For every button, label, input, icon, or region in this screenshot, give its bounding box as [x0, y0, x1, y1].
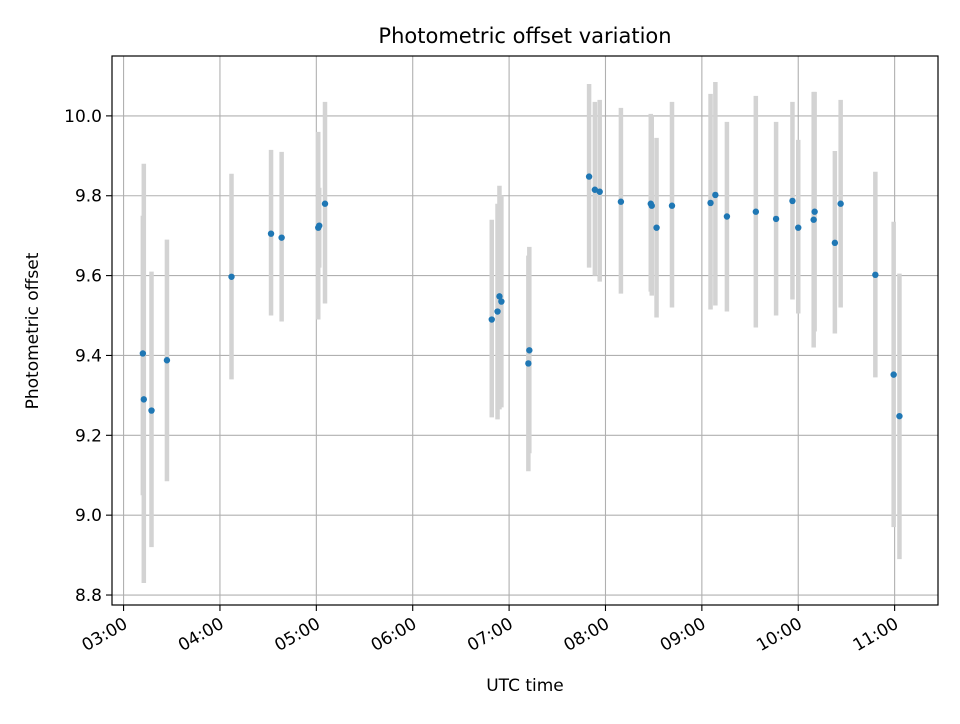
data-point [653, 224, 660, 231]
data-point [494, 308, 501, 315]
data-point [810, 216, 817, 223]
data-point [526, 347, 533, 354]
data-point [585, 173, 593, 180]
data-points [139, 173, 903, 420]
data-point [831, 239, 839, 247]
data-point [496, 293, 503, 300]
data-point [789, 197, 796, 205]
data-point [316, 222, 323, 229]
data-point [498, 298, 505, 305]
y-axis-label: Photometric offset [23, 252, 43, 409]
plot-frame [111, 55, 939, 606]
data-point [488, 316, 495, 323]
y-tick-label: 9.8 [75, 187, 102, 207]
data-point [139, 350, 147, 357]
y-tick-label: 9.6 [75, 267, 102, 287]
y-tick-label: 9.0 [75, 506, 102, 526]
data-point [707, 199, 714, 207]
data-point [723, 213, 731, 220]
data-point [525, 360, 532, 367]
data-point [617, 198, 625, 205]
data-point [837, 200, 844, 207]
data-point [321, 200, 329, 207]
y-tick-label: 9.2 [75, 426, 102, 446]
data-point [267, 230, 275, 237]
data-point [228, 273, 235, 280]
data-point [811, 208, 818, 215]
data-point [896, 412, 903, 420]
data-point [140, 396, 148, 403]
y-axis-ticks: 8.8 9.0 9.2 9.4 9.6 9.8 10.0 [64, 107, 112, 606]
y-tick-label: 10.0 [64, 107, 102, 127]
y-tick-label: 8.8 [75, 586, 102, 606]
data-point [163, 357, 171, 364]
data-point [712, 191, 719, 199]
data-point [872, 271, 879, 279]
data-point [148, 407, 155, 414]
y-tick-label: 9.4 [75, 346, 102, 366]
data-point [890, 371, 897, 378]
x-axis-label: UTC time [486, 676, 564, 696]
data-point [596, 188, 603, 195]
data-point [772, 215, 780, 223]
data-point [648, 202, 655, 209]
data-point [278, 234, 285, 241]
data-point [795, 224, 802, 231]
data-point [591, 186, 599, 193]
data-point [752, 208, 760, 215]
chart-title: Photometric offset variation [378, 24, 671, 48]
data-point [668, 202, 676, 209]
